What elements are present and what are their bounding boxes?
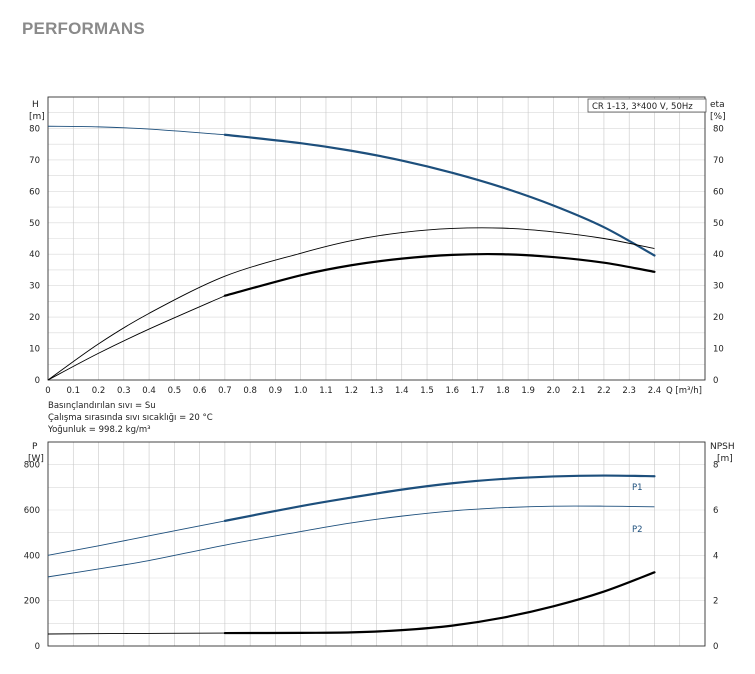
x-tick-label: 0.6 xyxy=(193,386,207,396)
bottom-y-left-tick-label: 0 xyxy=(35,642,40,652)
bottom-frame xyxy=(47,441,706,647)
top-y-left-tick-label: 60 xyxy=(29,187,40,197)
x-tick-label: 1.3 xyxy=(370,386,384,396)
x-tick-label: 0.9 xyxy=(269,386,283,396)
x-tick-label: 0.5 xyxy=(168,386,182,396)
x-tick-label: 2.1 xyxy=(572,386,586,396)
x-tick-label: 1.6 xyxy=(446,386,460,396)
bottom-y-left-label: P xyxy=(32,442,38,452)
bottom-y-right-tick-label: 6 xyxy=(713,506,718,516)
top-chart-curves xyxy=(47,125,656,381)
x-tick-label: 1.8 xyxy=(496,386,510,396)
bottom-y-left-tick-label: 800 xyxy=(24,461,40,471)
bottom-y-right-tick-label: 0 xyxy=(713,642,718,652)
note-fluid: Basınçlandırılan sıvı = Su xyxy=(48,401,156,411)
top-y-right-tick-label: 40 xyxy=(713,250,724,260)
bottom-y-left-tick-label: 200 xyxy=(24,597,40,607)
top-y-right-tick-label: 0 xyxy=(713,376,718,386)
bottom-y-left-tick-label: 600 xyxy=(24,506,40,516)
top-y-left-tick-label: 50 xyxy=(29,219,40,229)
series-label-p1: P1 xyxy=(632,483,643,493)
top-y-right-tick-label: 70 xyxy=(713,156,724,166)
bottom-y-left-tick-label: 400 xyxy=(24,551,40,561)
bottom-y-right-unit: [m] xyxy=(717,454,733,464)
x-tick-label: 2.0 xyxy=(547,386,561,396)
x-tick-label: 0.7 xyxy=(218,386,232,396)
x-tick-label: 0.4 xyxy=(142,386,156,396)
bottom-y-right-tick-label: 4 xyxy=(713,551,718,561)
x-tick-label: 1.0 xyxy=(294,386,308,396)
top-y-left-tick-label: 70 xyxy=(29,156,40,166)
x-tick-label: 1.2 xyxy=(344,386,358,396)
top-y-left-tick-label: 0 xyxy=(35,376,40,386)
bottom-curve-p1-extended xyxy=(47,520,225,556)
top-y-right-tick-label: 20 xyxy=(713,313,724,323)
top-y-left-tick-label: 40 xyxy=(29,250,40,260)
top-y-right-tick-label: 60 xyxy=(713,187,724,197)
bottom-curve-npsh xyxy=(223,571,656,635)
bottom-y-right-label: NPSH xyxy=(710,442,735,452)
x-tick-label: 1.9 xyxy=(521,386,535,396)
x-tick-label: 1.4 xyxy=(395,386,409,396)
x-tick-label: 0.2 xyxy=(92,386,106,396)
x-tick-label: 0 xyxy=(45,386,50,396)
top-y-right-tick-label: 80 xyxy=(713,124,724,134)
note-density: Yoğunluk = 998.2 kg/m³ xyxy=(47,425,151,435)
x-tick-label: 0.1 xyxy=(67,386,81,396)
x-tick-label: 2.3 xyxy=(622,386,636,396)
top-y-right-tick-label: 30 xyxy=(713,282,724,292)
top-y-right-tick-label: 10 xyxy=(713,345,724,355)
bottom-curve-p2 xyxy=(47,505,655,578)
top-y-left-label: H xyxy=(32,100,39,110)
top-y-right-tick-label: 50 xyxy=(713,219,724,229)
x-tick-label: 0.8 xyxy=(243,386,257,396)
x-tick-label: 1.1 xyxy=(319,386,333,396)
top-y-left-tick-label: 20 xyxy=(29,313,40,323)
page-title: PERFORMANS xyxy=(22,19,145,38)
bottom-y-right-tick-label: 2 xyxy=(713,597,718,607)
x-tick-label: 1.7 xyxy=(471,386,485,396)
x-tick-label: 0.3 xyxy=(117,386,131,396)
bottom-chart-grid: 0 200 400 600 800 0 2 4 6 8 xyxy=(24,441,718,652)
top-y-left-tick-label: 30 xyxy=(29,282,40,292)
series-label-p2: P2 xyxy=(632,525,643,535)
x-tick-label: 2.2 xyxy=(597,386,611,396)
legend-box-text: CR 1-13, 3*400 V, 50Hz xyxy=(592,102,693,112)
top-y-right-label: eta xyxy=(710,100,725,110)
bottom-curve-p1 xyxy=(223,474,656,522)
top-x-axis-label: Q [m³/h] xyxy=(666,386,702,396)
top-frame xyxy=(47,96,706,381)
bottom-y-right-tick-label: 8 xyxy=(713,461,718,471)
top-y-left-unit: [m] xyxy=(29,112,45,122)
bottom-curve-npsh-extended xyxy=(47,632,225,635)
x-tick-label: 1.5 xyxy=(420,386,434,396)
top-y-left-tick-label: 10 xyxy=(29,345,40,355)
top-curve-h-extended xyxy=(47,125,225,136)
bottom-chart-curves xyxy=(47,474,656,635)
top-curve-eta-hydraulic xyxy=(47,227,655,381)
top-curve-eta-total-extended xyxy=(47,295,226,381)
top-y-right-unit: [%] xyxy=(710,112,726,122)
note-temperature: Çalışma sırasında sıvı sıcaklığı = 20 °C xyxy=(48,413,213,423)
legend-box xyxy=(587,98,707,113)
bottom-y-left-unit: [W] xyxy=(28,454,44,464)
top-curve-eta-total xyxy=(223,252,656,297)
x-tick-label: 2.4 xyxy=(648,386,662,396)
top-curve-h xyxy=(223,133,656,257)
top-y-left-tick-label: 80 xyxy=(29,124,40,134)
